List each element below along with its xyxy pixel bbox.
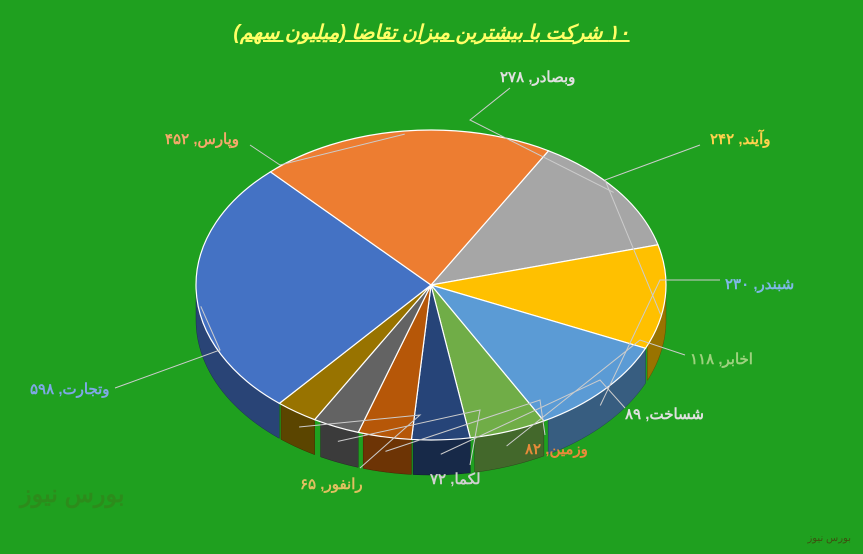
pie-chart-svg bbox=[0, 0, 863, 554]
watermark-left: بورس نیوز bbox=[20, 480, 125, 509]
watermark-right: بورس نیوز bbox=[807, 533, 851, 544]
chart-title: ۱۰ شرکت با بیشترین میزان تقاضا (میلیون س… bbox=[0, 20, 863, 45]
